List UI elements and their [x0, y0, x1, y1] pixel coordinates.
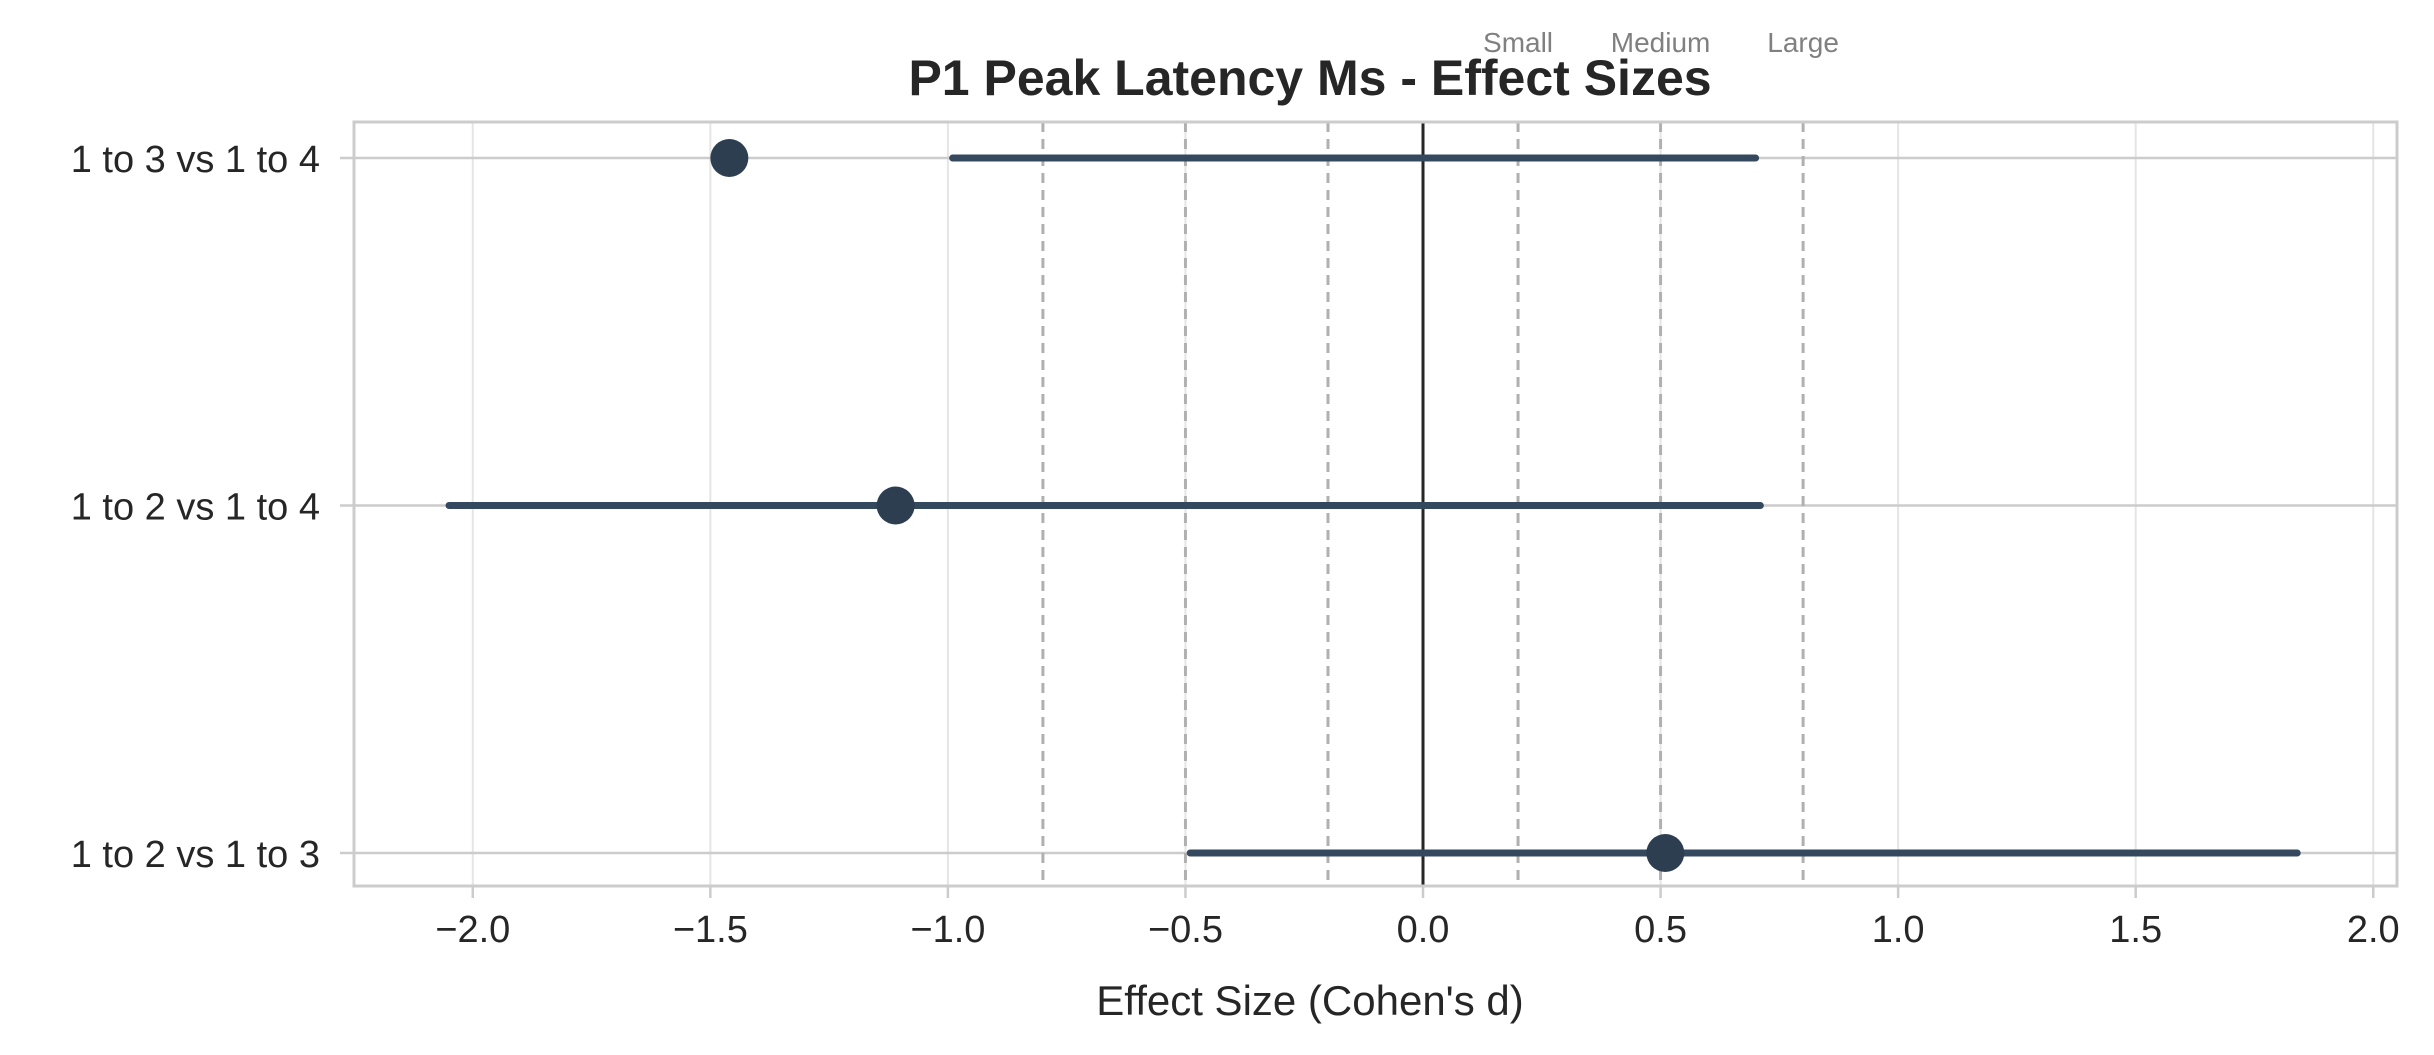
threshold-label-small: Small — [1483, 27, 1553, 58]
x-tick-label-4: 0.0 — [1397, 909, 1450, 951]
plot-frame — [352, 120, 2399, 888]
plot-area: Small Medium Large 1 to 3 vs 1 to 4 1 to 2 v… — [71, 27, 2400, 951]
x-tick-label-5: 0.5 — [1634, 909, 1687, 951]
x-tick-label-8: 2.0 — [2347, 909, 2400, 951]
x-tick-label-2: −1.0 — [910, 909, 985, 951]
effect-point-1 — [876, 486, 915, 525]
x-tick-label-3: −0.5 — [1148, 909, 1223, 951]
effect-point-2 — [1646, 834, 1685, 872]
x-axis-label: Effect Size (Cohen's d) — [1096, 977, 1523, 1024]
threshold-label-large: Large — [1767, 27, 1839, 58]
y-tick-label-1: 1 to 2 vs 1 to 4 — [71, 487, 320, 529]
y-tick-label-0: 1 to 3 vs 1 to 4 — [71, 139, 320, 181]
y-tick-label-2: 1 to 2 vs 1 to 3 — [71, 834, 320, 876]
x-tick-label-0: −2.0 — [435, 909, 510, 951]
chart-title: P1 Peak Latency Ms - Effect Sizes — [908, 50, 1711, 106]
effect-point-0 — [710, 139, 749, 177]
x-tick-label-7: 1.5 — [2109, 909, 2162, 951]
threshold-label-medium: Medium — [1611, 27, 1711, 58]
x-tick-label-6: 1.0 — [1872, 909, 1925, 951]
x-tick-label-1: −1.5 — [673, 909, 748, 951]
